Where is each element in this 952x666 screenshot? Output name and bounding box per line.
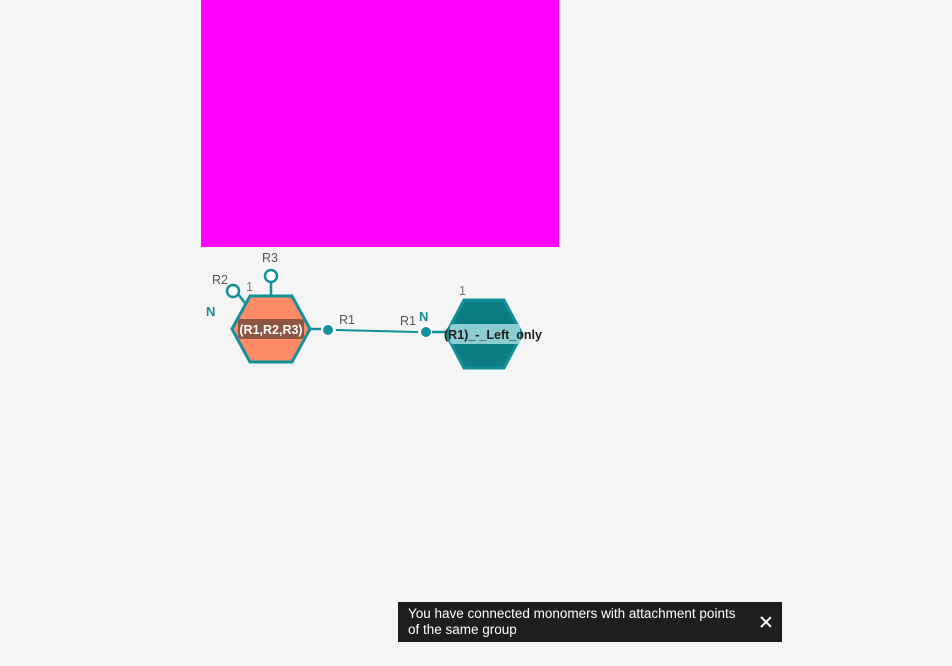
left-monomer-label-bg <box>238 319 304 339</box>
right-monomer-name: (R1)_-_Left_only <box>444 328 542 342</box>
bond-left-r1-label: R1 <box>339 313 355 327</box>
r3-label: R3 <box>262 251 278 265</box>
left-r1-attachment-point[interactable] <box>321 323 335 337</box>
right-r1-attachment-point[interactable] <box>419 325 433 339</box>
r3-attachment-point[interactable] <box>263 268 279 284</box>
left-monomer-index: 1 <box>246 280 253 294</box>
bond-right-r1-label: R1 <box>400 314 416 328</box>
right-monomer-index: 1 <box>459 284 466 298</box>
r2-label: R2 <box>212 273 228 287</box>
left-monomer-name: (R1,R2,R3) <box>239 323 302 337</box>
r2-attachment-stub <box>237 293 246 304</box>
magenta-highlight-rectangle <box>201 0 559 247</box>
notification-toast: You have connected monomers with attachm… <box>398 602 782 642</box>
toast-message: You have connected monomers with attachm… <box>408 606 736 637</box>
right-monomer-label-bg <box>450 324 520 344</box>
r2-attachment-point[interactable] <box>225 283 241 299</box>
bond-line[interactable] <box>335 329 419 333</box>
right-terminal-n-label: N <box>419 309 428 324</box>
left-terminal-n-label: N <box>206 304 215 319</box>
close-icon[interactable] <box>756 612 776 632</box>
